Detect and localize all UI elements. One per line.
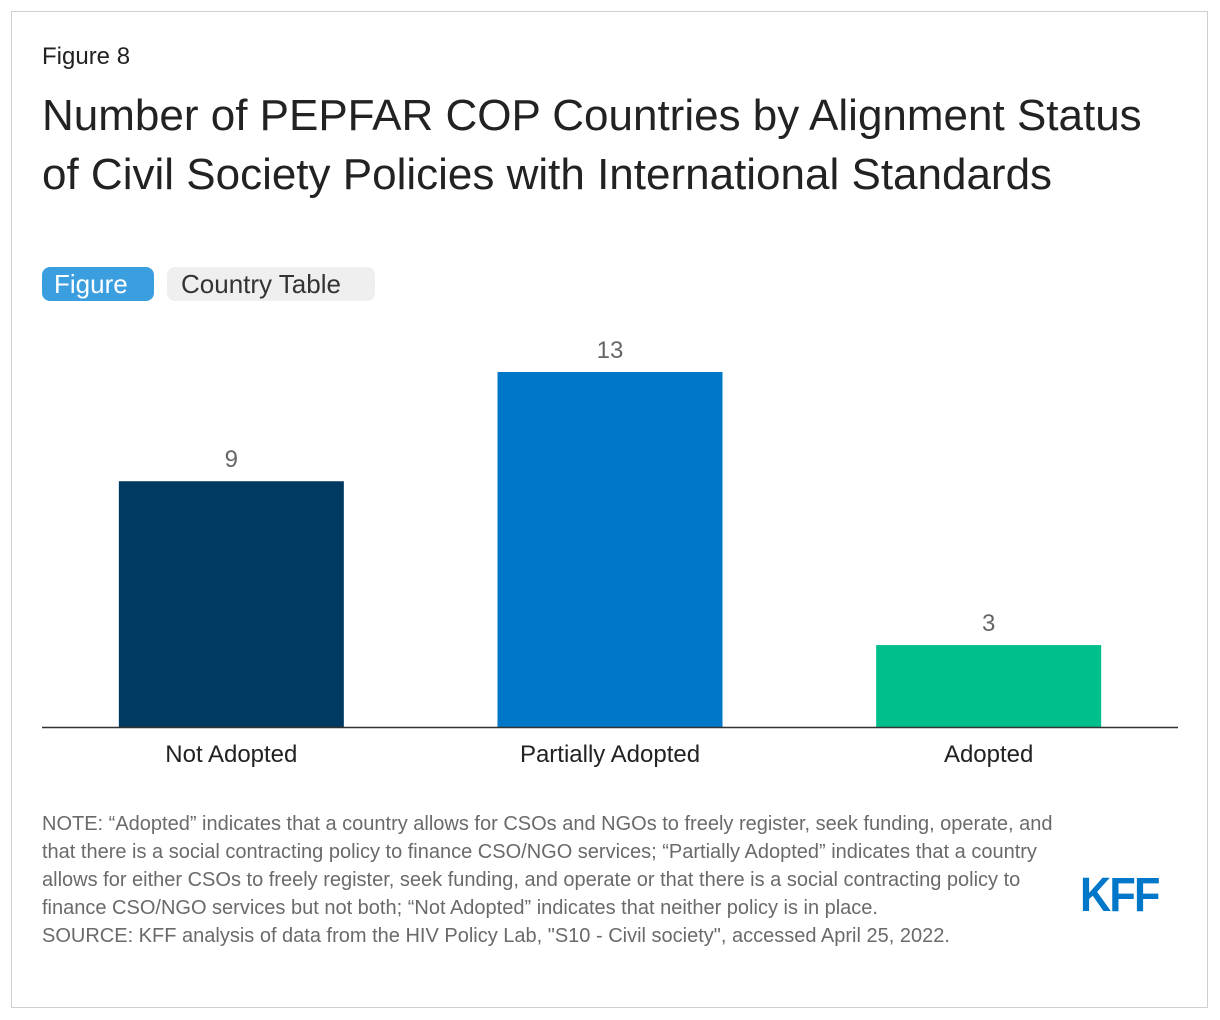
x-tick-label: Adopted xyxy=(944,741,1033,768)
tab-figure[interactable]: Figure xyxy=(42,267,154,301)
bar-chart: 9 Not Adopted 13 Partially Adopted 3 Adopted xyxy=(42,337,1178,768)
kff-logo: KFF xyxy=(1080,869,1160,922)
note-text: NOTE: “Adopted” indicates that a country… xyxy=(42,813,1053,919)
tab-country-table[interactable]: Country Table xyxy=(167,267,375,301)
data-label: 9 xyxy=(225,446,238,473)
x-tick-label: Partially Adopted xyxy=(520,741,700,768)
source-text: SOURCE: KFF analysis of data from the HI… xyxy=(42,925,950,947)
bar-adopted xyxy=(876,645,1102,727)
figure-number: Figure 8 xyxy=(42,43,131,70)
chart-title: Number of PEPFAR COP Countries by Alignm… xyxy=(42,91,1142,199)
chart-note: NOTE: “Adopted” indicates that a country… xyxy=(42,810,1062,950)
figure-frame xyxy=(11,11,1208,1008)
data-label: 13 xyxy=(597,337,624,364)
bar-not-adopted xyxy=(118,481,344,727)
data-label: 3 xyxy=(982,610,995,637)
x-tick-label: Not Adopted xyxy=(165,741,297,768)
bar-partially-adopted xyxy=(497,372,723,727)
